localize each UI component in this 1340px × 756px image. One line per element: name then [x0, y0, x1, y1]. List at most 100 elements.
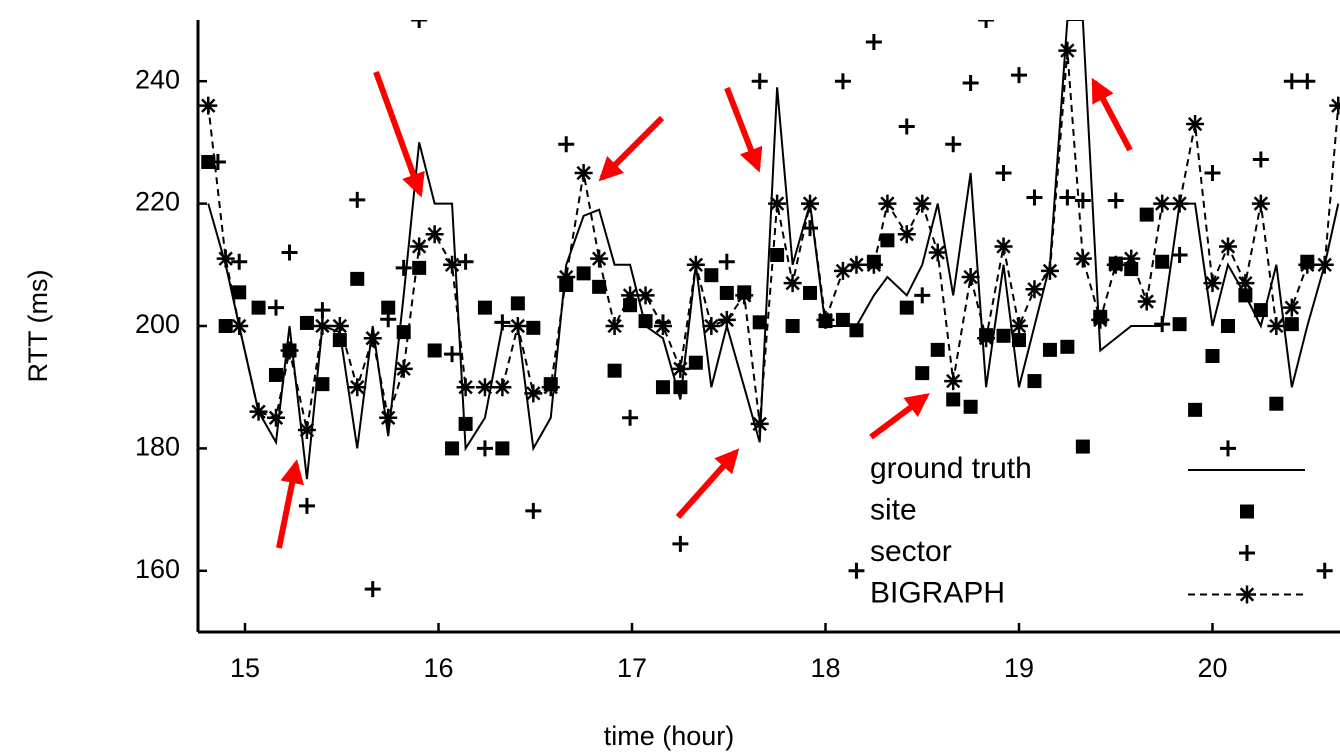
arrow [675, 448, 740, 519]
square-marker [1205, 348, 1220, 363]
asterisk [1267, 317, 1286, 335]
square [1284, 317, 1299, 332]
asterisk [1106, 255, 1125, 274]
asterisk-marker [977, 329, 996, 348]
x-tick-label: 19 [1004, 653, 1034, 683]
asterisk-marker [1218, 237, 1237, 256]
asterisk-marker [1251, 194, 1270, 213]
x-tick-label: 18 [810, 653, 840, 683]
asterisk [735, 286, 754, 305]
asterisk-marker [833, 261, 852, 280]
asterisk [1315, 255, 1334, 274]
plus [267, 299, 284, 316]
asterisk [266, 408, 285, 427]
plus [865, 34, 882, 51]
square-marker [752, 315, 767, 330]
asterisk-marker [897, 225, 916, 244]
plus [672, 535, 689, 552]
plus [1204, 165, 1221, 181]
square-marker [1238, 288, 1253, 303]
square [785, 319, 800, 333]
square [412, 260, 427, 275]
plus [380, 311, 397, 328]
square [880, 233, 895, 248]
asterisk-marker [768, 194, 787, 213]
asterisk-marker [1025, 280, 1044, 299]
asterisk [425, 225, 444, 244]
square-marker [785, 319, 800, 333]
square [719, 285, 734, 300]
square-marker [510, 296, 525, 311]
plus [995, 165, 1012, 181]
legend-label: ground truth [870, 452, 1032, 485]
plus-marker [1074, 192, 1091, 209]
square-marker [1188, 402, 1203, 417]
asterisk-marker [508, 317, 527, 335]
asterisk-marker [1236, 274, 1255, 293]
asterisk-marker [717, 310, 736, 329]
plus [914, 287, 931, 304]
square-marker [412, 260, 427, 275]
plus [848, 562, 865, 579]
square-marker [673, 380, 688, 395]
plus [314, 302, 331, 319]
asterisk-marker [1282, 298, 1301, 317]
plus [209, 153, 226, 170]
asterisk [928, 243, 947, 262]
plus-marker [1204, 165, 1221, 181]
asterisk-marker [621, 286, 640, 305]
plus [1010, 67, 1027, 84]
asterisk-marker [1238, 585, 1256, 604]
asterisk-marker [1329, 96, 1340, 115]
square-marker [835, 312, 850, 327]
asterisk-marker [847, 255, 866, 274]
square-marker [1042, 342, 1057, 357]
plus [1074, 192, 1091, 209]
asterisk-marker [297, 421, 316, 440]
asterisk-marker [541, 378, 560, 397]
legend-label: sector [870, 535, 952, 568]
asterisk [897, 225, 916, 244]
asterisk-marker [735, 286, 754, 305]
square [623, 298, 638, 313]
legend-label: site [870, 493, 917, 526]
square-marker [592, 279, 607, 294]
asterisk-marker [702, 317, 721, 335]
legend: ground truth site sector BIGRAPH [870, 452, 1305, 609]
asterisk [297, 421, 316, 440]
asterisk [216, 249, 235, 268]
plus-marker [494, 314, 511, 331]
square-marker [1075, 439, 1090, 454]
square [915, 366, 930, 381]
square-marker [1284, 317, 1299, 332]
asterisk-marker [363, 329, 382, 348]
plus-marker [476, 440, 493, 457]
asterisk-marker [1315, 255, 1334, 274]
asterisk [977, 329, 996, 348]
asterisk-marker [574, 164, 593, 182]
asterisk-marker [379, 408, 398, 427]
asterisk-marker [671, 359, 690, 378]
square-marker [427, 343, 442, 358]
square [299, 315, 314, 330]
square-marker [899, 300, 914, 315]
asterisk [768, 194, 787, 213]
square [946, 392, 961, 407]
square [1172, 317, 1187, 332]
plus-marker [1010, 67, 1027, 84]
square [1060, 339, 1075, 354]
plus [1252, 151, 1269, 168]
asterisk-marker [1073, 249, 1092, 268]
plus-marker [209, 153, 226, 170]
square-marker [719, 285, 734, 300]
asterisk [394, 359, 413, 378]
plus [1154, 316, 1171, 333]
asterisk [443, 255, 462, 274]
asterisk [1251, 194, 1270, 213]
square-marker [299, 315, 314, 330]
square [315, 377, 330, 392]
square [1238, 288, 1253, 303]
asterisk-marker [636, 286, 655, 305]
asterisk [524, 384, 543, 403]
